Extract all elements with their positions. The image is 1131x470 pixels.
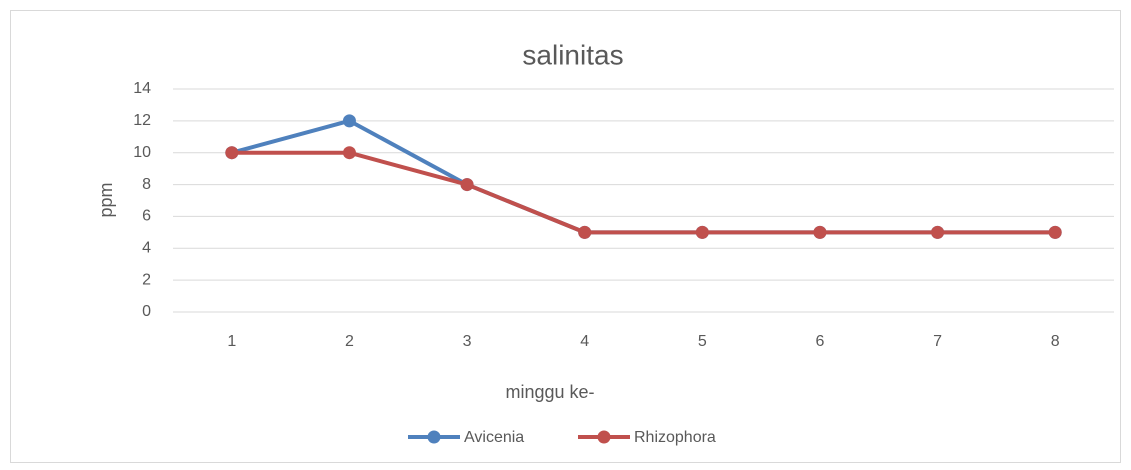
legend-marker bbox=[427, 430, 441, 444]
data-point bbox=[460, 178, 474, 192]
series-line bbox=[231, 150, 1056, 235]
data-point bbox=[342, 146, 356, 160]
data-point bbox=[695, 225, 709, 239]
x-tick-label: 6 bbox=[815, 333, 824, 350]
x-axis-title: minggu ke- bbox=[505, 382, 594, 402]
y-tick-label: 12 bbox=[133, 112, 151, 129]
y-tick-label: 10 bbox=[133, 144, 151, 161]
x-tick-label: 2 bbox=[345, 333, 354, 350]
data-point bbox=[813, 225, 827, 239]
y-tick-label: 2 bbox=[142, 271, 151, 288]
data-point bbox=[931, 225, 945, 239]
legend-label: Avicenia bbox=[464, 429, 524, 446]
legend-label: Rhizophora bbox=[634, 429, 716, 446]
x-tick-label: 7 bbox=[933, 333, 942, 350]
y-tick-label: 6 bbox=[142, 208, 151, 225]
x-tick-label: 4 bbox=[580, 333, 589, 350]
data-point bbox=[578, 225, 592, 239]
data-point bbox=[225, 146, 239, 160]
y-tick-label: 0 bbox=[142, 303, 151, 320]
data-point bbox=[342, 114, 356, 128]
x-tick-label: 3 bbox=[463, 333, 472, 350]
y-tick-label: 4 bbox=[142, 240, 151, 257]
x-tick-label: 8 bbox=[1051, 333, 1060, 350]
legend-marker bbox=[597, 430, 611, 444]
y-axis-title: ppm bbox=[96, 182, 116, 217]
chart-title: salinitas bbox=[522, 39, 623, 70]
x-tick-label: 1 bbox=[227, 333, 236, 350]
x-tick-label: 5 bbox=[698, 333, 707, 350]
y-tick-label: 14 bbox=[133, 80, 151, 97]
y-tick-label: 8 bbox=[142, 176, 151, 193]
data-point bbox=[1048, 225, 1062, 239]
